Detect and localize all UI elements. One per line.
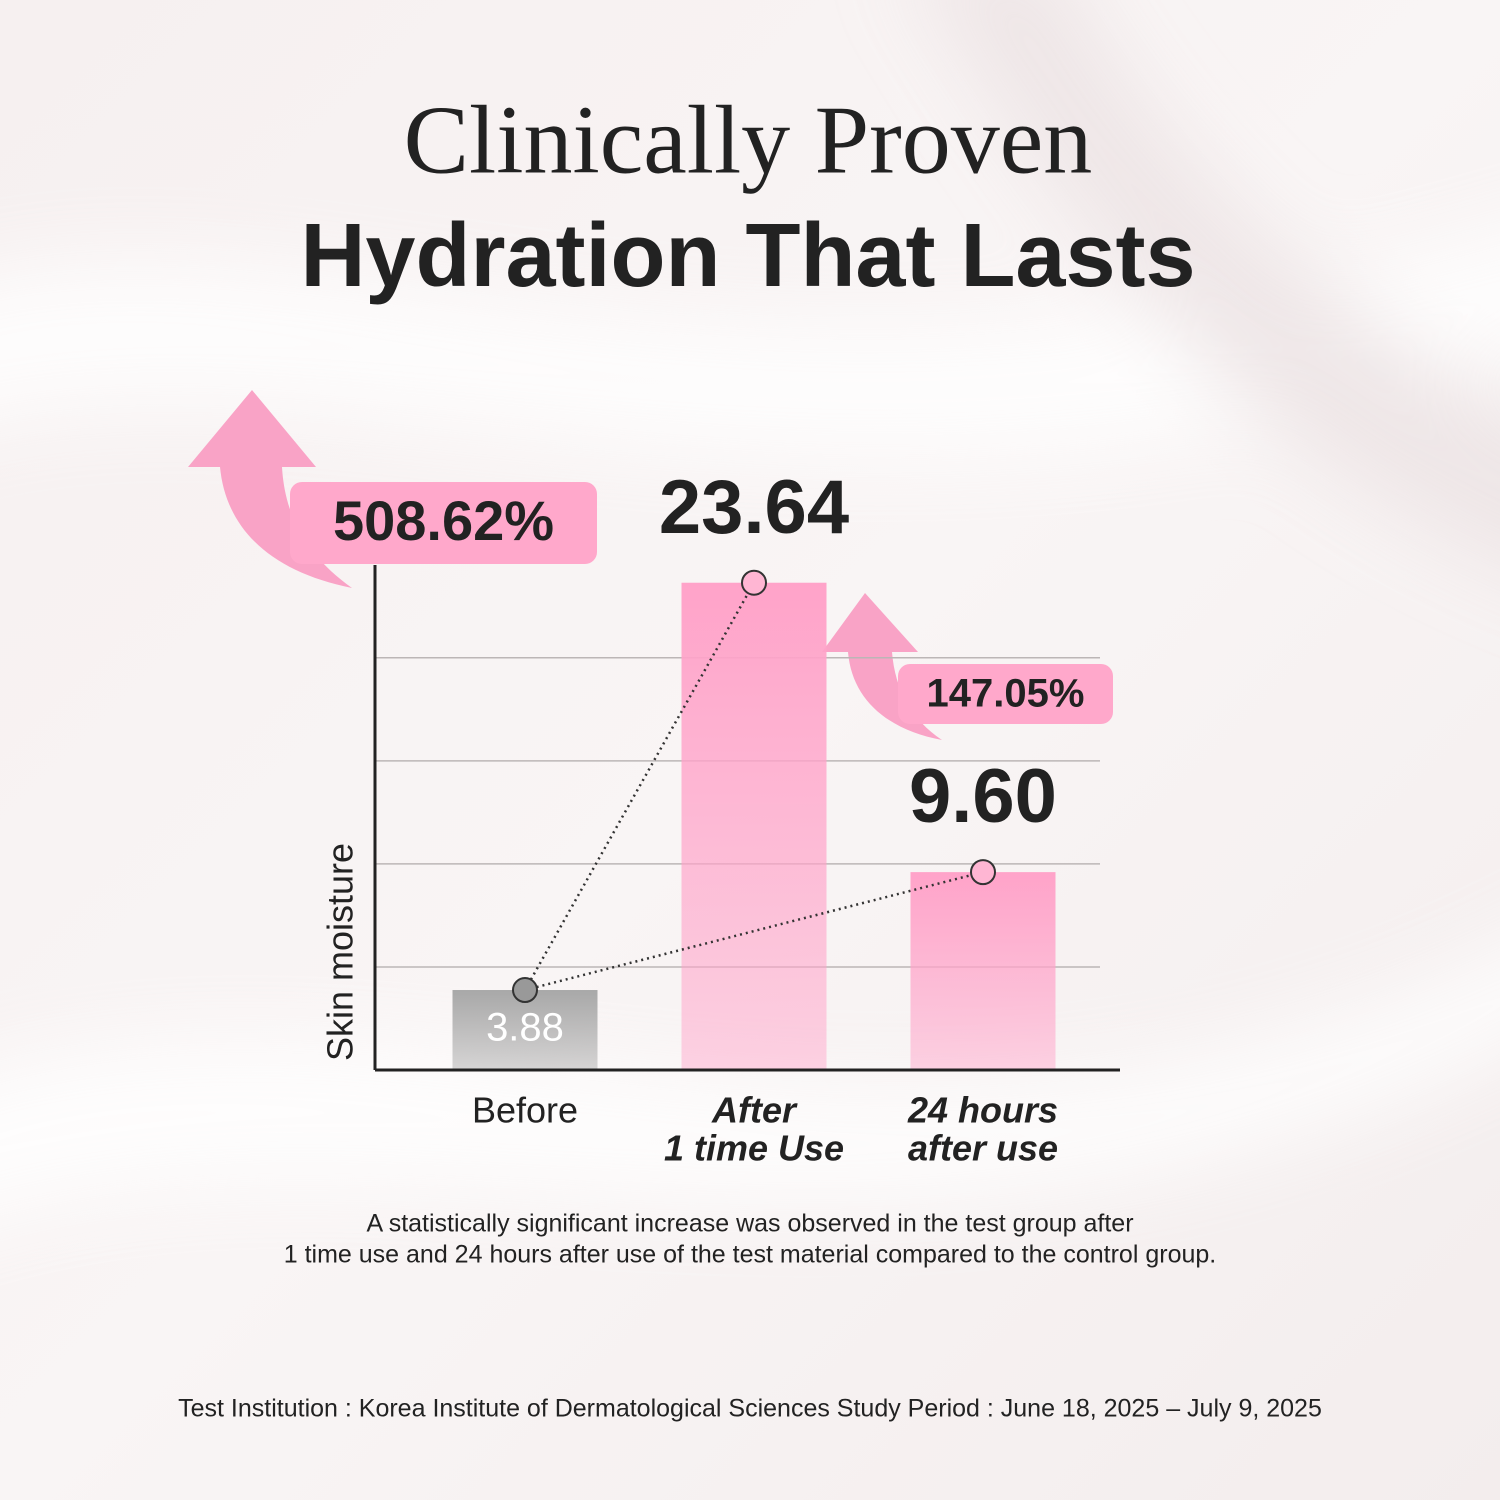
value-label: 3.88	[486, 1006, 564, 1050]
source: Test Institution : Korea Institute of De…	[178, 1395, 1322, 1423]
x-tick-label: 1 time Use	[664, 1128, 844, 1169]
callout-box	[898, 664, 1113, 724]
callout-box	[290, 482, 597, 564]
note-line: 1 time use and 24 hours after use of the…	[284, 1241, 1216, 1269]
y-axis-label: Skin moisture	[320, 843, 361, 1061]
connector	[524, 870, 984, 992]
background-waves	[0, 0, 1500, 1217]
point	[970, 859, 996, 886]
note-line: A statistically significant increase was…	[366, 1210, 1133, 1238]
x-tick-label: Before	[472, 1090, 578, 1131]
arrow-icon	[188, 390, 352, 588]
bar	[681, 582, 827, 1070]
value-label: 9.60	[909, 754, 1057, 839]
point	[741, 569, 767, 596]
callout-label: 508.62%	[333, 489, 554, 552]
title-line: Clinically Proven	[404, 86, 1093, 194]
x-tick-label: after use	[908, 1128, 1058, 1169]
title-line: Hydration That Lasts	[300, 206, 1195, 306]
point	[512, 977, 538, 1004]
callout-label: 147.05%	[927, 672, 1085, 716]
arrow-icon	[822, 593, 942, 740]
bar	[910, 872, 1056, 1070]
x-tick-label: After	[711, 1090, 798, 1131]
bar	[452, 990, 598, 1070]
value-label: 23.64	[659, 465, 849, 550]
x-tick-label: 24 hours	[907, 1090, 1058, 1131]
